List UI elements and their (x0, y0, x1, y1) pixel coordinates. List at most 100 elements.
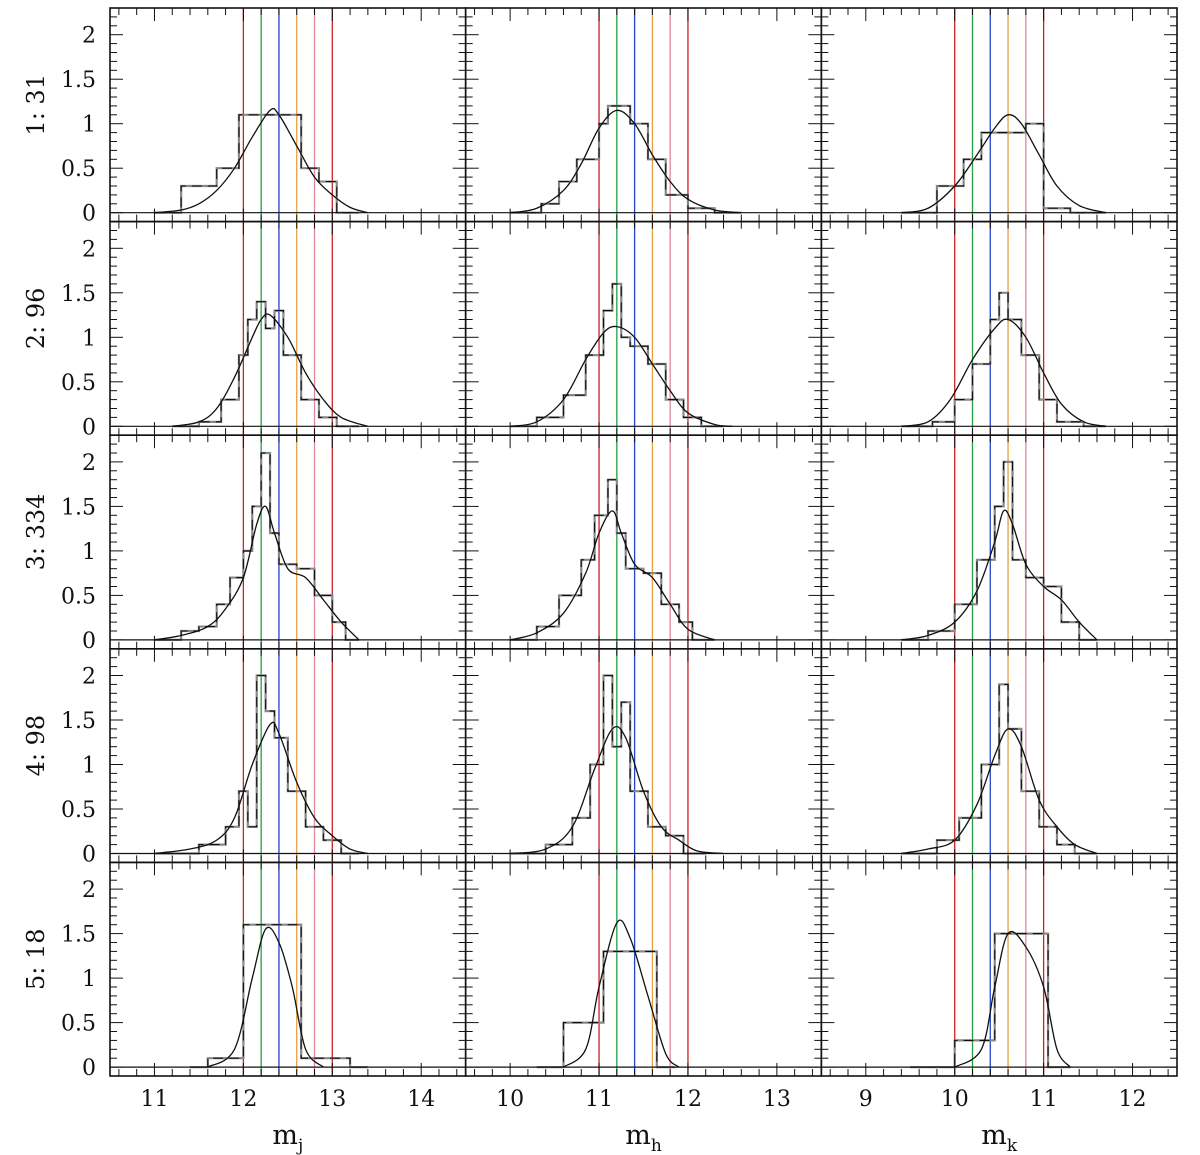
x-tick-label: 11 (140, 1087, 168, 1112)
y-tick-label: 1 (82, 113, 96, 138)
y-tick-label: 0 (82, 1056, 96, 1081)
row-label: 5: 18 (22, 928, 50, 990)
panel-r4-c1 (109, 647, 467, 864)
histogram-overlay (154, 452, 359, 641)
panel-frame (820, 434, 1178, 650)
x-tick-label: 10 (496, 1087, 524, 1112)
panel-frame (820, 861, 1178, 1077)
gaussian-fit-curve (172, 313, 369, 427)
gaussian-fit-curve (154, 505, 360, 641)
labels-layer: 0 0.5 1 1.5 2 0 0.5 1 1.5 2 0 0.5 1 1.5 2 0 0.5 1 1.5 2 0 0.5… (22, 24, 1147, 1155)
y-tick-label: 1 (82, 326, 96, 351)
histogram-overlay (154, 114, 359, 214)
y-tick-label: 1 (82, 540, 96, 565)
y-tick-label: 1.5 (61, 495, 96, 520)
gaussian-fit-curve (901, 728, 1098, 855)
panel-frame (820, 7, 1178, 223)
y-tick-label: 0.5 (61, 371, 96, 396)
histogram-overlay (536, 950, 675, 1068)
gaussian-fit-curve (509, 510, 715, 641)
x-tick-label: 12 (229, 1087, 257, 1112)
gaussian-fit-curve (154, 721, 369, 855)
panel-r2-c3 (820, 220, 1178, 437)
y-tick-label: 2 (82, 24, 96, 49)
gaussian-fit-curve (510, 325, 733, 427)
x-axis-label-main: m (981, 1120, 1007, 1151)
x-axis-label: mk (981, 1120, 1018, 1155)
histogram-overlay (510, 479, 715, 641)
row-label: 3: 334 (22, 494, 50, 571)
x-tick-label: 11 (1030, 1087, 1058, 1112)
y-tick-label: 2 (82, 451, 96, 476)
row-label: 4: 98 (22, 715, 50, 777)
histogram-overlay (901, 461, 1097, 641)
panel-frame (820, 220, 1178, 437)
panel-frame (109, 220, 467, 437)
y-tick-label: 0.5 (61, 584, 96, 609)
x-axis-label-main: m (272, 1120, 298, 1151)
x-axis-label-sub: k (1007, 1136, 1018, 1155)
y-tick-label: 1.5 (61, 282, 96, 307)
panel-r1-c2 (464, 7, 823, 223)
panel-r4-c2 (464, 647, 823, 864)
x-tick-label: 14 (407, 1087, 435, 1112)
y-tick-label: 1.5 (61, 923, 96, 948)
panel-r2-c1 (109, 220, 467, 437)
x-tick-label: 11 (585, 1087, 613, 1112)
histogram-overlay (510, 674, 706, 855)
histogram-overlay (901, 123, 1106, 214)
x-axis-label: mh (625, 1120, 662, 1155)
gaussian-fit-curve (510, 109, 742, 214)
y-tick-label: 1.5 (61, 68, 96, 93)
histogram-overlay (901, 683, 1097, 855)
gaussian-fit-curve (901, 318, 1106, 427)
y-tick-label: 0 (82, 629, 96, 654)
histogram-overlay (190, 924, 368, 1068)
gaussian-fit-curve (510, 725, 724, 855)
panel-frame (464, 434, 823, 650)
histogram-overlay (510, 105, 742, 214)
gaussian-fit-curve (901, 509, 1098, 641)
panel-frame (464, 861, 823, 1077)
histogram-overlay (901, 292, 1106, 427)
panel-r1-c3 (820, 7, 1178, 223)
x-axis-label-sub: j (296, 1136, 303, 1155)
x-tick-label: 9 (859, 1087, 873, 1112)
panel-frame (464, 7, 823, 223)
x-tick-label: 12 (1119, 1087, 1147, 1112)
histogram (510, 674, 706, 855)
panels-layer (109, 7, 1178, 1077)
x-axis-label-sub: h (651, 1136, 662, 1155)
gaussian-fit-curve (901, 114, 1107, 214)
y-tick-label: 1 (82, 754, 96, 779)
panel-r5-c1 (109, 861, 467, 1077)
y-tick-label: 0.5 (61, 798, 96, 823)
x-axis-label: mj (272, 1120, 303, 1155)
histogram (901, 460, 1097, 641)
histogram-overlay (154, 674, 359, 855)
y-tick-label: 1 (82, 967, 96, 992)
histogram (901, 291, 1106, 428)
histogram (536, 950, 675, 1069)
histogram (510, 104, 742, 214)
panel-r2-c2 (464, 220, 823, 437)
gaussian-fit-curve (154, 107, 369, 214)
y-tick-label: 0 (82, 843, 96, 868)
x-tick-label: 13 (318, 1087, 346, 1112)
x-axis-label-main: m (625, 1120, 651, 1151)
panel-r3-c3 (820, 434, 1178, 650)
y-tick-label: 0.5 (61, 1012, 96, 1037)
histogram (154, 674, 359, 855)
gaussian-fit-curve (954, 930, 1071, 1068)
histogram (510, 478, 715, 641)
y-tick-label: 0.5 (61, 157, 96, 182)
panel-frame (109, 434, 467, 650)
y-tick-label: 2 (82, 878, 96, 903)
panel-r3-c2 (464, 434, 823, 650)
y-tick-label: 2 (82, 237, 96, 262)
panel-r4-c3 (820, 647, 1178, 864)
histogram (154, 451, 359, 641)
gaussian-fit-curve (207, 926, 324, 1068)
y-tick-label: 0 (82, 202, 96, 227)
